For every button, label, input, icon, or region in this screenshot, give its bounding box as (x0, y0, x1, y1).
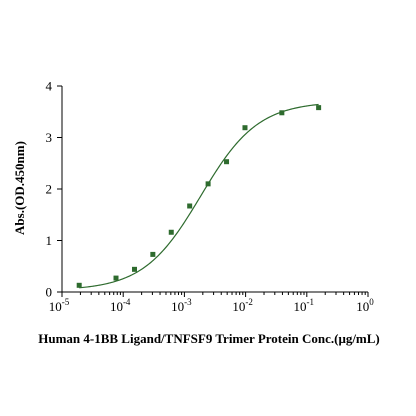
y-tick-label: 1 (46, 233, 53, 248)
data-point (76, 282, 82, 288)
x-tick-base: 10 (171, 299, 184, 314)
data-point (113, 275, 119, 281)
data-points (76, 105, 322, 288)
y-ticks: 0 1 2 3 4 (46, 79, 62, 300)
x-axis: 10-5 10-4 10-3 10-2 10-1 100 (49, 291, 374, 314)
y-tick-label: 4 (46, 79, 53, 94)
x-tick-exponent: -2 (245, 297, 253, 307)
y-axis-title: Abs.(OD.450nm) (12, 141, 27, 235)
data-point (242, 125, 248, 131)
x-tick-base: 10 (110, 299, 123, 314)
x-tick-exponent: -5 (62, 297, 70, 307)
plot-area (76, 103, 322, 289)
x-tick-label: 10-3 (171, 297, 192, 314)
y-tick-label: 0 (46, 285, 53, 300)
y-tick-label: 2 (46, 182, 53, 197)
data-point (279, 110, 285, 116)
data-point (132, 266, 138, 272)
x-tick-base: 10 (356, 299, 369, 314)
data-point (316, 105, 322, 111)
x-ticks: 10-5 10-4 10-3 10-2 10-1 100 (49, 292, 374, 314)
data-point (187, 203, 193, 209)
x-tick-label: 10-5 (49, 297, 70, 314)
x-tick-exponent: -4 (123, 297, 131, 307)
x-tick-exponent: -3 (184, 297, 192, 307)
x-tick-label: 10-2 (232, 297, 253, 314)
x-axis-title: Human 4-1BB Ligand/TNFSF9 Trimer Protein… (38, 331, 380, 346)
y-tick-label: 3 (46, 130, 53, 145)
data-point (150, 251, 156, 257)
x-tick-base: 10 (232, 299, 245, 314)
y-axis: 0 1 2 3 4 (46, 79, 63, 300)
x-tick-base: 10 (49, 299, 62, 314)
x-tick-exponent: 0 (369, 297, 374, 307)
data-point (168, 229, 174, 235)
x-tick-label: 10-1 (294, 297, 315, 314)
x-tick-label: 100 (356, 297, 374, 314)
data-point (224, 159, 230, 165)
x-tick-exponent: -1 (307, 297, 315, 307)
x-tick-base: 10 (294, 299, 307, 314)
x-tick-label: 10-4 (110, 297, 131, 314)
fit-curve (79, 103, 319, 289)
data-point (205, 181, 211, 187)
